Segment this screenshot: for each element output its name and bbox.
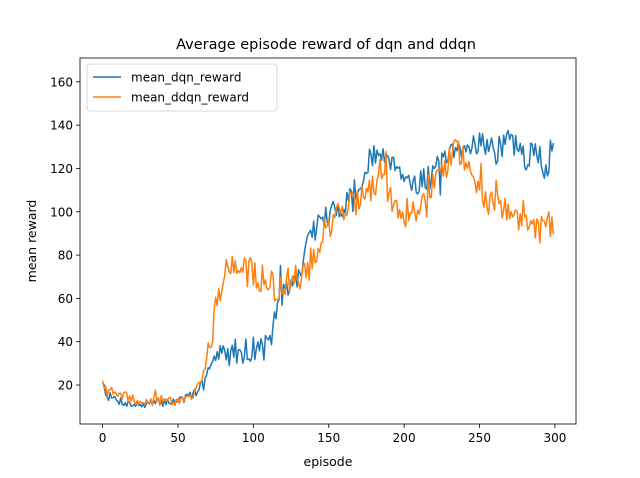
x-tick-label: 0 xyxy=(99,431,107,445)
y-axis-label: mean reward xyxy=(24,200,39,283)
x-tick-label: 100 xyxy=(242,431,265,445)
y-tick-label: 80 xyxy=(58,249,73,263)
series-layer xyxy=(101,129,555,409)
x-axis-label: episode xyxy=(304,454,353,469)
legend-label-mean_dqn_reward: mean_dqn_reward xyxy=(131,71,241,85)
x-tick-label: 50 xyxy=(170,431,185,445)
x-tick-label: 250 xyxy=(468,431,491,445)
legend: mean_dqn_reward mean_ddqn_reward xyxy=(86,63,278,112)
y-tick-label: 100 xyxy=(50,205,73,219)
y-tick-label: 20 xyxy=(58,379,73,393)
y-tick-label: 60 xyxy=(58,292,73,306)
legend-box xyxy=(86,63,278,112)
x-tick-label: 150 xyxy=(317,431,340,445)
legend-label-mean_ddqn_reward: mean_ddqn_reward xyxy=(131,91,249,105)
series-line-mean_ddqn_reward xyxy=(101,139,555,407)
y-tick-label: 40 xyxy=(58,335,73,349)
x-tick-label: 300 xyxy=(543,431,566,445)
plot-frame xyxy=(79,57,577,425)
x-tick-label: 200 xyxy=(393,431,416,445)
chart-title: Average episode reward of dqn and ddqn xyxy=(176,37,476,53)
axes-layer: 0 50 100 150 200 250 300 20 40 60 80 100 120 140 160 xyxy=(50,75,566,445)
y-tick-label: 140 xyxy=(50,119,73,133)
y-tick-label: 160 xyxy=(50,75,73,89)
plot-area xyxy=(80,58,576,424)
y-tick-label: 120 xyxy=(50,162,73,176)
